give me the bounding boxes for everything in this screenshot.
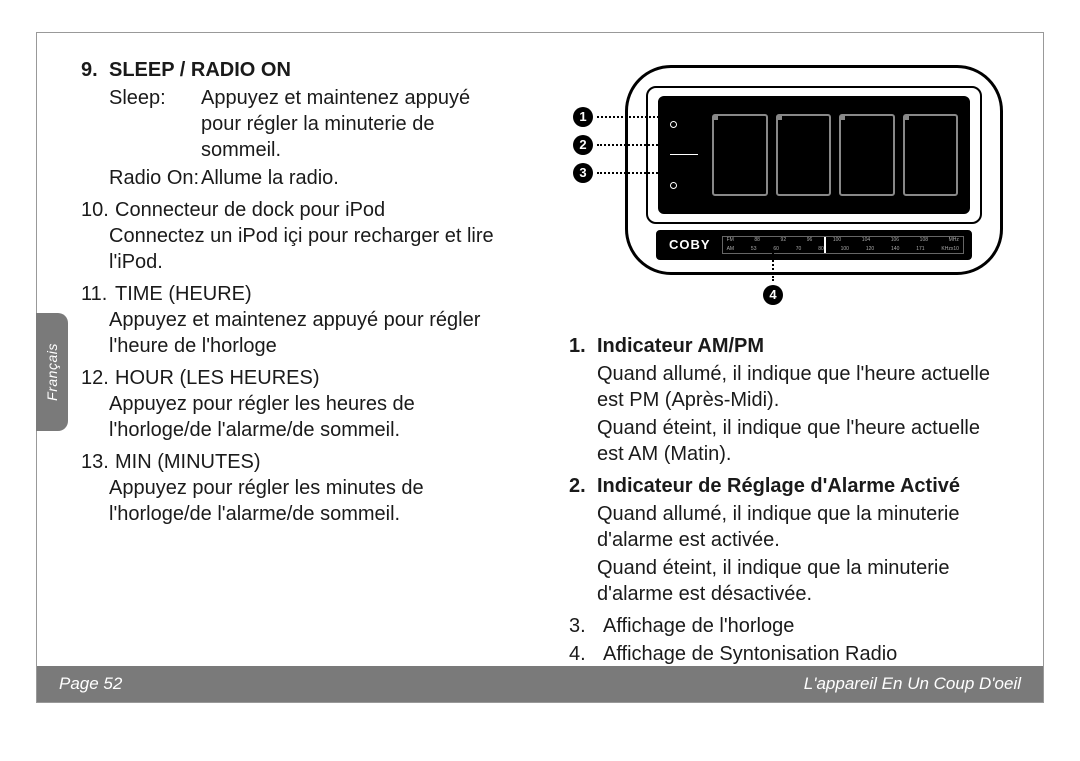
item-13-head: 13. MIN (MINUTES) bbox=[81, 449, 513, 475]
radio-text: Allume la radio. bbox=[201, 165, 339, 191]
item-10-body: Connectez un iPod içi pour recharger et … bbox=[109, 223, 513, 275]
section-9: 9.SLEEP / RADIO ON Sleep: Appuyez et mai… bbox=[81, 57, 513, 191]
sleep-label: Sleep: bbox=[109, 85, 201, 163]
item-12-head: 12. HOUR (LES HEURES) bbox=[81, 365, 513, 391]
item-12-num: 12. bbox=[81, 365, 115, 391]
item-1-heading: 1.Indicateur AM/PM bbox=[569, 333, 1003, 359]
tuner-pointer-icon bbox=[824, 237, 826, 253]
item-2-heading: 2.Indicateur de Réglage d'Alarme Activé bbox=[569, 473, 1003, 499]
item-10: 10. Connecteur de dock pour iPod Connect… bbox=[81, 197, 513, 275]
item-13-body: Appuyez pour régler les minutes de l'hor… bbox=[109, 475, 513, 527]
item-12-title: HOUR (LES HEURES) bbox=[115, 365, 319, 391]
callout-2-bullet: 2 bbox=[573, 135, 593, 155]
callout-2-line bbox=[597, 144, 681, 146]
radio-row: Radio On: Allume la radio. bbox=[109, 165, 513, 191]
brand-strip: COBY FM 88 92 96 100 104 106 108 bbox=[656, 230, 972, 260]
device-illustration: COBY FM 88 92 96 100 104 106 108 bbox=[573, 65, 1003, 305]
language-tab: Français bbox=[36, 313, 68, 431]
callout-4-line bbox=[772, 253, 774, 281]
item-4-num: 4. bbox=[569, 641, 603, 667]
section-title: L'appareil En Un Coup D'oeil bbox=[804, 674, 1021, 694]
section-9-num: 9. bbox=[81, 57, 109, 83]
item-3-num: 3. bbox=[569, 613, 603, 639]
item-1-num: 1. bbox=[569, 333, 597, 359]
callout-4: 4 bbox=[763, 285, 783, 305]
item-3-text: Affichage de l'horloge bbox=[603, 613, 794, 639]
section-9-heading: 9.SLEEP / RADIO ON bbox=[81, 57, 513, 83]
section-9-title: SLEEP / RADIO ON bbox=[109, 59, 291, 81]
item-1: 1.Indicateur AM/PM Quand allumé, il indi… bbox=[569, 333, 1003, 467]
item-13-num: 13. bbox=[81, 449, 115, 475]
item-11: 11. TIME (HEURE) Appuyez et maintenez ap… bbox=[81, 281, 513, 359]
item-10-title: Connecteur de dock pour iPod bbox=[115, 197, 385, 223]
item-3: 3. Affichage de l'horloge bbox=[569, 613, 1003, 639]
brand-logo: COBY bbox=[664, 236, 716, 255]
item-2-line1: Quand allumé, il indique que la minuteri… bbox=[597, 501, 1003, 553]
item-1-line2: Quand éteint, il indique que l'heure act… bbox=[597, 415, 1003, 467]
am-label: AM bbox=[727, 247, 735, 252]
item-11-num: 11. bbox=[81, 281, 115, 307]
device-screen bbox=[658, 96, 970, 214]
content-columns: 9.SLEEP / RADIO ON Sleep: Appuyez et mai… bbox=[37, 33, 1043, 702]
page-number: Page 52 bbox=[59, 674, 122, 694]
callout-3-bullet: 3 bbox=[573, 163, 593, 183]
callout-2: 2 bbox=[573, 135, 685, 155]
language-label: Français bbox=[44, 343, 60, 401]
footer-bar: Page 52 L'appareil En Un Coup D'oeil bbox=[37, 666, 1043, 702]
callout-1-line bbox=[597, 116, 679, 118]
item-2-line2: Quand éteint, il indique que la minuteri… bbox=[597, 555, 1003, 607]
tuner-am-row: AM 53 60 70 80 100 120 140 171 KHzx10 bbox=[727, 247, 959, 252]
sleep-text: Appuyez et maintenez appuyé pour régler … bbox=[201, 85, 513, 163]
item-12: 12. HOUR (LES HEURES) Appuyez pour régle… bbox=[81, 365, 513, 443]
callout-3-line bbox=[597, 172, 709, 174]
callout-1-bullet: 1 bbox=[573, 107, 593, 127]
item-12-body: Appuyez pour régler les heures de l'horl… bbox=[109, 391, 513, 443]
digit-1 bbox=[712, 114, 768, 196]
callout-1: 1 bbox=[573, 107, 683, 127]
item-13: 13. MIN (MINUTES) Appuyez pour régler le… bbox=[81, 449, 513, 527]
fm-label: FM bbox=[727, 238, 734, 243]
digit-3 bbox=[839, 114, 895, 196]
item-11-title: TIME (HEURE) bbox=[115, 281, 252, 307]
item-1-line1: Quand allumé, il indique que l'heure act… bbox=[597, 361, 1003, 413]
page-frame: Français 9.SLEEP / RADIO ON Sleep: Appuy… bbox=[36, 32, 1044, 703]
item-2-title: Indicateur de Réglage d'Alarme Activé bbox=[597, 475, 960, 497]
digit-2 bbox=[776, 114, 832, 196]
sleep-row: Sleep: Appuyez et maintenez appuyé pour … bbox=[109, 85, 513, 163]
item-2-num: 2. bbox=[569, 473, 597, 499]
device-inner bbox=[646, 86, 982, 224]
item-10-head: 10. Connecteur de dock pour iPod bbox=[81, 197, 513, 223]
item-11-head: 11. TIME (HEURE) bbox=[81, 281, 513, 307]
item-4: 4. Affichage de Syntonisation Radio bbox=[569, 641, 1003, 667]
item-10-num: 10. bbox=[81, 197, 115, 223]
item-11-body: Appuyez et maintenez appuyé pour régler … bbox=[109, 307, 513, 359]
tuner-fm-row: FM 88 92 96 100 104 106 108 MHz bbox=[727, 238, 959, 243]
callout-4-bullet: 4 bbox=[763, 285, 783, 305]
item-1-title: Indicateur AM/PM bbox=[597, 335, 764, 357]
item-2: 2.Indicateur de Réglage d'Alarme Activé … bbox=[569, 473, 1003, 607]
left-column: 9.SLEEP / RADIO ON Sleep: Appuyez et mai… bbox=[37, 33, 541, 702]
callout-3: 3 bbox=[573, 163, 713, 183]
item-4-text: Affichage de Syntonisation Radio bbox=[603, 641, 897, 667]
radio-tuner: FM 88 92 96 100 104 106 108 MHz bbox=[722, 236, 964, 254]
right-column: COBY FM 88 92 96 100 104 106 108 bbox=[541, 33, 1043, 702]
digit-4 bbox=[903, 114, 959, 196]
item-13-title: MIN (MINUTES) bbox=[115, 449, 261, 475]
radio-label: Radio On: bbox=[109, 165, 201, 191]
